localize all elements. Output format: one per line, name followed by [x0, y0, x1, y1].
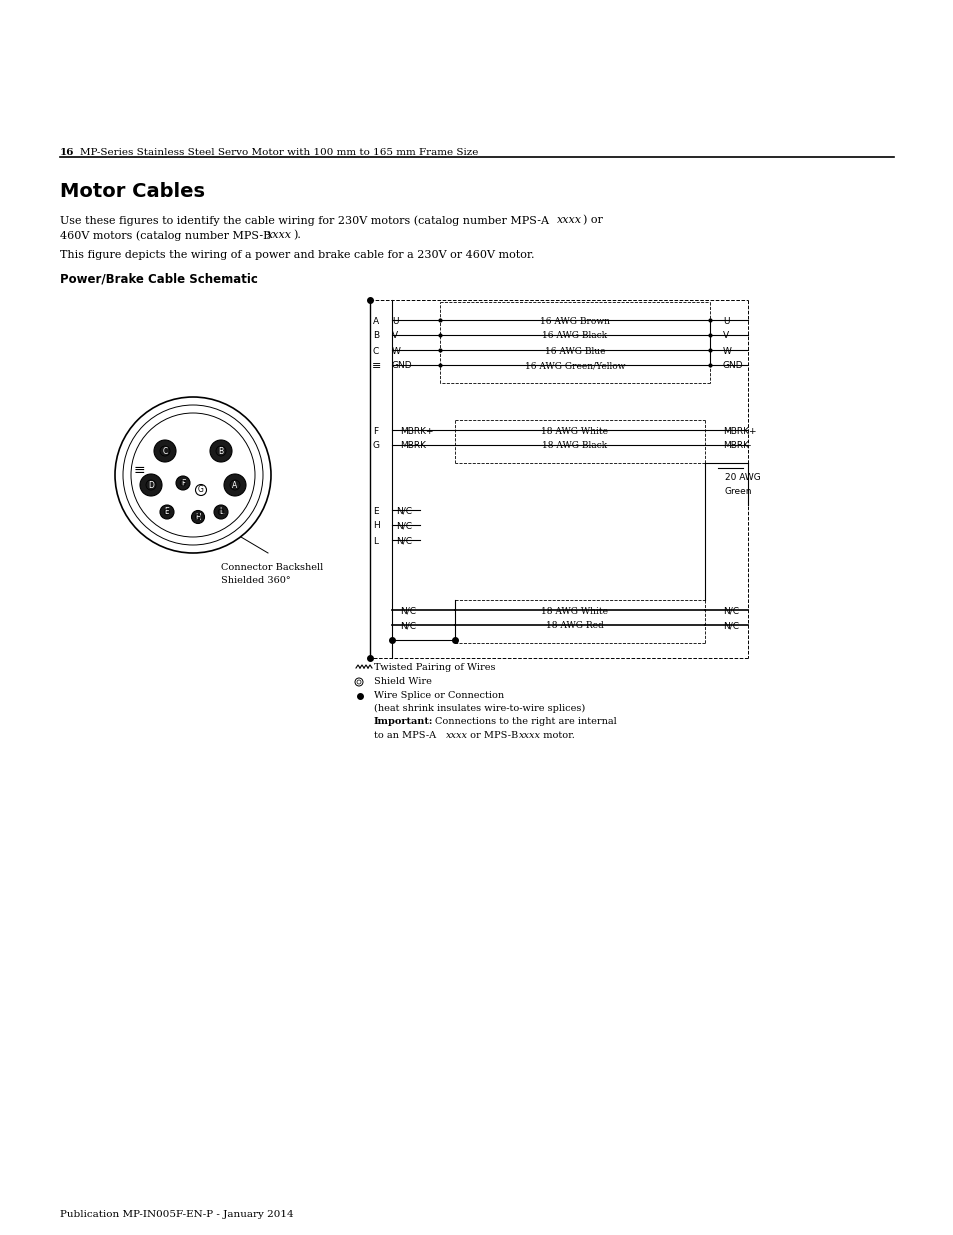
Text: G: G — [198, 485, 204, 494]
Text: H: H — [373, 521, 379, 531]
Text: U: U — [392, 316, 398, 326]
Text: N/C: N/C — [395, 536, 412, 546]
Circle shape — [224, 474, 246, 496]
Text: motor.: motor. — [539, 730, 575, 740]
Text: Important:: Important: — [374, 718, 433, 726]
Text: Connector Backshell: Connector Backshell — [221, 563, 323, 572]
Text: A: A — [233, 480, 237, 489]
Text: F: F — [373, 426, 377, 436]
Text: Twisted Pairing of Wires: Twisted Pairing of Wires — [374, 662, 495, 672]
Text: L: L — [218, 508, 223, 516]
Text: N/C: N/C — [395, 521, 412, 531]
Text: ).: ). — [293, 230, 300, 241]
Text: MP-Series Stainless Steel Servo Motor with 100 mm to 165 mm Frame Size: MP-Series Stainless Steel Servo Motor wi… — [80, 148, 477, 157]
Circle shape — [140, 474, 162, 496]
Text: H: H — [195, 513, 201, 521]
Text: L: L — [373, 536, 377, 546]
Text: xxxx: xxxx — [557, 215, 581, 225]
Text: Power/Brake Cable Schematic: Power/Brake Cable Schematic — [60, 273, 257, 287]
Text: N/C: N/C — [399, 621, 416, 631]
Text: Motor Cables: Motor Cables — [60, 182, 205, 201]
Text: N/C: N/C — [722, 621, 739, 631]
Text: V: V — [722, 331, 728, 341]
Text: GND: GND — [722, 362, 742, 370]
Text: Shielded 360°: Shielded 360° — [221, 576, 291, 585]
Text: GND: GND — [392, 362, 413, 370]
Text: 16 AWG Black: 16 AWG Black — [542, 331, 607, 341]
Text: C: C — [162, 447, 168, 456]
Text: B: B — [218, 447, 223, 456]
Text: B: B — [373, 331, 378, 341]
Circle shape — [175, 475, 190, 490]
Text: to an MPS-A: to an MPS-A — [374, 730, 436, 740]
Circle shape — [210, 440, 232, 462]
Circle shape — [213, 505, 228, 519]
Text: E: E — [373, 506, 378, 515]
Text: N/C: N/C — [395, 506, 412, 515]
Text: 16 AWG Brown: 16 AWG Brown — [539, 316, 609, 326]
Circle shape — [192, 510, 204, 524]
Text: G: G — [373, 441, 379, 451]
Text: W: W — [392, 347, 400, 356]
Text: This figure depicts the wiring of a power and brake cable for a 230V or 460V mot: This figure depicts the wiring of a powe… — [60, 249, 534, 261]
Text: MBRK+: MBRK+ — [399, 426, 433, 436]
Text: N/C: N/C — [722, 606, 739, 615]
Text: MBRK-: MBRK- — [722, 441, 750, 451]
Text: 460V motors (catalog number MPS-B: 460V motors (catalog number MPS-B — [60, 230, 271, 241]
Text: C: C — [373, 347, 379, 356]
Text: 16 AWG Green/Yellow: 16 AWG Green/Yellow — [524, 362, 624, 370]
Text: E: E — [165, 508, 170, 516]
Text: xxxx: xxxx — [267, 230, 292, 240]
Text: 18 AWG White: 18 AWG White — [541, 426, 608, 436]
Circle shape — [160, 505, 173, 519]
Text: MBRK+: MBRK+ — [722, 426, 756, 436]
Text: 16: 16 — [60, 148, 74, 157]
Text: Connections to the right are internal: Connections to the right are internal — [435, 718, 616, 726]
Text: (heat shrink insulates wire-to-wire splices): (heat shrink insulates wire-to-wire spli… — [374, 704, 584, 713]
Text: 18 AWG Red: 18 AWG Red — [545, 621, 603, 631]
Text: Shield Wire: Shield Wire — [374, 677, 432, 685]
Text: D: D — [148, 480, 153, 489]
Text: 18 AWG White: 18 AWG White — [541, 606, 608, 615]
Text: 20 AWG: 20 AWG — [724, 473, 760, 482]
Text: MBRK-: MBRK- — [399, 441, 428, 451]
Text: U: U — [722, 316, 729, 326]
Text: W: W — [722, 347, 731, 356]
Circle shape — [153, 440, 175, 462]
Text: A: A — [373, 316, 378, 326]
Text: ≡: ≡ — [372, 361, 381, 370]
Text: Publication MP-IN005F-EN-P - January 2014: Publication MP-IN005F-EN-P - January 201… — [60, 1210, 294, 1219]
Circle shape — [115, 396, 271, 553]
Text: xxxx: xxxx — [518, 730, 540, 740]
Text: Use these figures to identify the cable wiring for 230V motors (catalog number M: Use these figures to identify the cable … — [60, 215, 548, 226]
Text: Green: Green — [724, 487, 752, 496]
Text: F: F — [181, 478, 185, 488]
Text: Wire Splice or Connection: Wire Splice or Connection — [374, 690, 503, 699]
Text: xxxx: xxxx — [446, 730, 468, 740]
Text: N/C: N/C — [399, 606, 416, 615]
Text: V: V — [392, 331, 397, 341]
Text: ≡: ≡ — [133, 463, 145, 477]
Circle shape — [195, 484, 206, 495]
Text: or MPS-B: or MPS-B — [467, 730, 517, 740]
Text: 18 AWG Black: 18 AWG Black — [542, 441, 607, 451]
Text: ) or: ) or — [582, 215, 602, 225]
Text: 16 AWG Blue: 16 AWG Blue — [544, 347, 604, 356]
